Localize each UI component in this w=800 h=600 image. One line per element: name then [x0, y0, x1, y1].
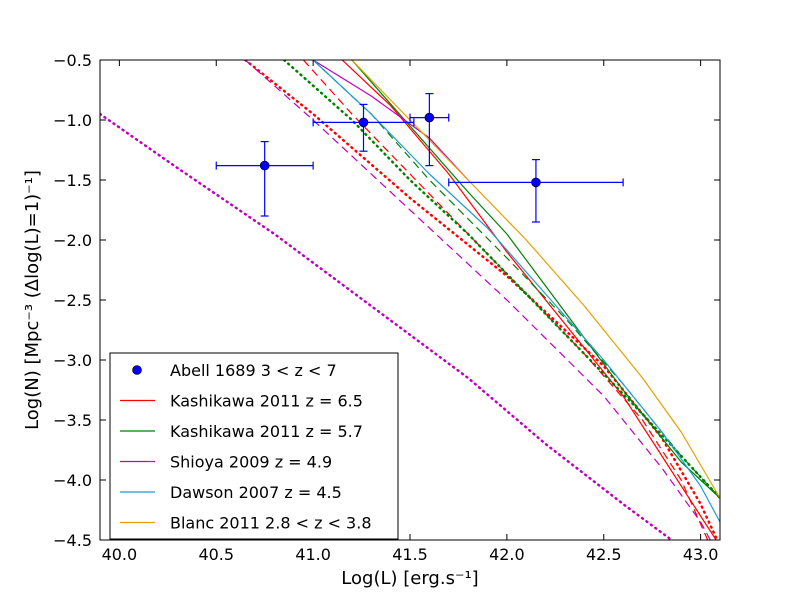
series-line — [282, 60, 720, 500]
data-point — [358, 117, 369, 128]
data-point — [424, 112, 435, 123]
x-tick-label: 40.5 — [198, 545, 234, 564]
x-tick-label: 41.0 — [295, 545, 331, 564]
legend-label: Blanc 2011 2.8 < z < 3.8 — [170, 514, 372, 533]
x-tick-label: 40.0 — [102, 545, 138, 564]
legend-label: Abell 1689 3 < z < 7 — [170, 361, 337, 380]
data-point — [531, 177, 541, 188]
series-layer — [100, 60, 720, 540]
x-tick-label: 43.0 — [683, 545, 719, 564]
x-tick-label: 42.5 — [586, 545, 622, 564]
y-axis: −0.5 −1.0 −1.5 −2.0 −2.5 −3.0 −3.5 −4.0 −4.5 — [53, 51, 720, 550]
series-line — [312, 60, 720, 523]
series-line — [312, 60, 469, 181]
legend-label: Kashikawa 2011 z = 6.5 — [170, 392, 363, 411]
y-tick-label: −3.5 — [53, 411, 92, 430]
y-tick-label: −4.5 — [53, 531, 92, 550]
legend: Abell 1689 3 < z < 7 Kashikawa 2011 z = 6… — [109, 352, 399, 540]
data-point-group — [448, 159, 624, 223]
x-tick-label: 42.0 — [489, 545, 525, 564]
y-tick-label: −2.0 — [53, 231, 92, 250]
series-line — [341, 60, 717, 540]
series-line — [244, 60, 711, 540]
series-line — [351, 60, 720, 499]
legend-box — [109, 352, 399, 540]
x-tick-label: 41.5 — [392, 545, 428, 564]
y-tick-label: −4.0 — [53, 471, 92, 490]
y-tick-label: −2.5 — [53, 291, 92, 310]
data-point-group — [409, 92, 450, 167]
y-tick-label: −3.0 — [53, 351, 92, 370]
points-layer — [215, 92, 624, 223]
series-line — [244, 60, 719, 540]
data-point — [259, 160, 270, 171]
legend-marker — [132, 365, 142, 375]
y-axis-label: Log(N) [Mpc⁻³ (Δlog(L)=1)⁻¹] — [22, 170, 43, 430]
x-axis: 40.0 40.5 41.0 41.5 42.0 42.5 43.0 — [102, 60, 719, 564]
y-tick-label: −1.0 — [53, 111, 92, 130]
legend-label: Dawson 2007 z = 4.5 — [170, 483, 342, 502]
y-tick-label: −1.5 — [53, 171, 92, 190]
data-point-group — [215, 141, 314, 217]
legend-label: Kashikawa 2011 z = 5.7 — [170, 422, 363, 441]
x-axis-label: Log(L) [erg.s⁻¹] — [341, 568, 478, 589]
series-line — [351, 60, 720, 499]
legend-label: Shioya 2009 z = 4.9 — [170, 453, 332, 472]
y-tick-label: −0.5 — [53, 51, 92, 70]
series-line — [100, 112, 673, 540]
data-point-group — [312, 103, 415, 152]
